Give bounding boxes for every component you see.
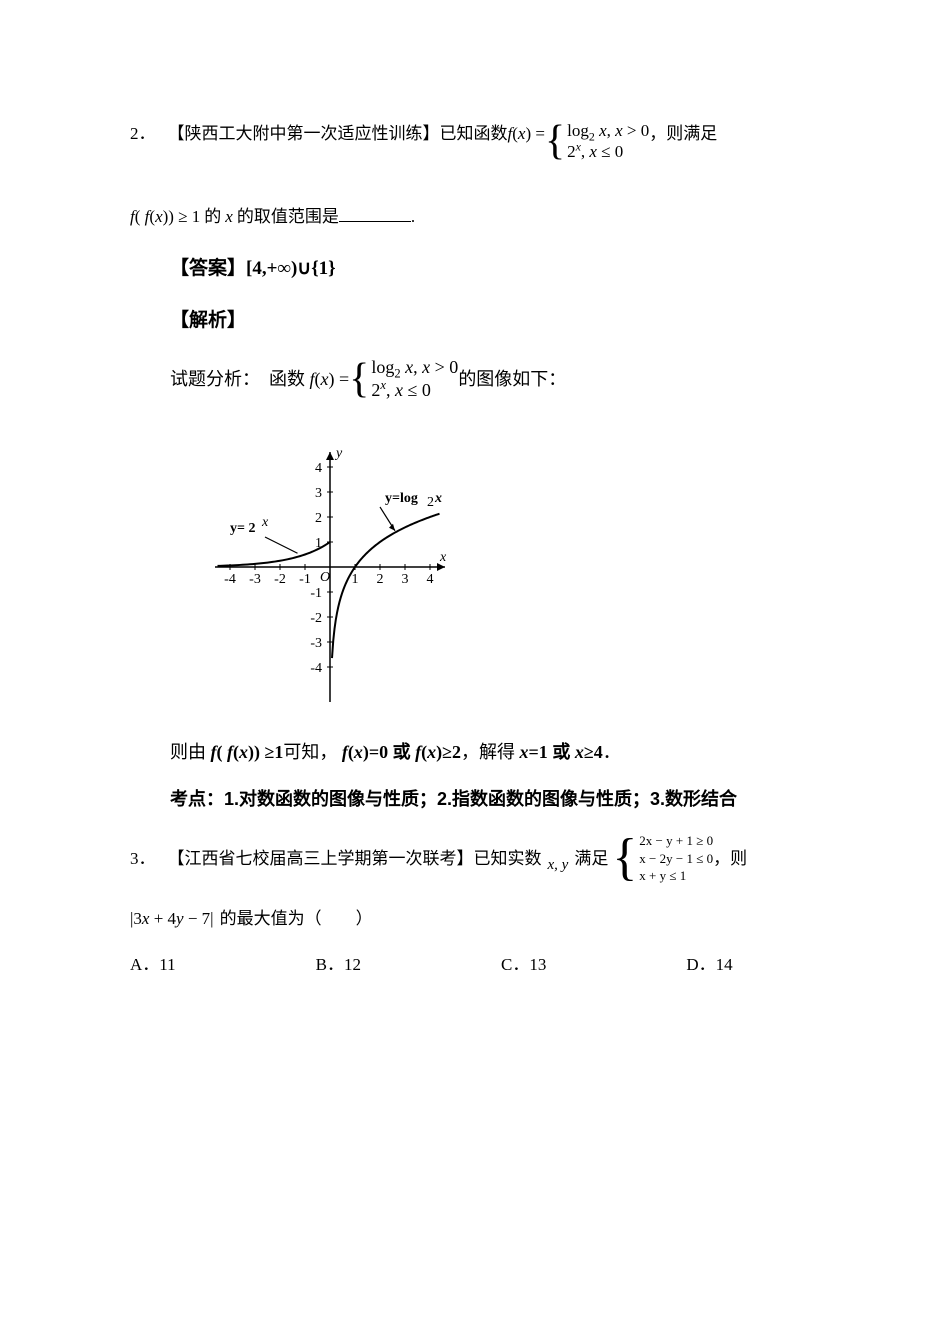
svg-text:-4: -4 [224, 572, 236, 587]
option-d: D．14 [686, 950, 732, 975]
q2-number: 2． [130, 120, 156, 147]
q2-fx: f(x) = [508, 120, 545, 147]
an-fx: f(x) = [305, 365, 349, 394]
svg-text:-3: -3 [249, 572, 261, 587]
c-end: ． [603, 738, 621, 767]
kaodian-text: 考点：1.对数函数的图像与性质；2.指数函数的图像与性质；3.数形结合 [170, 785, 737, 814]
analysis-label-row: 【解析】 [170, 306, 860, 336]
option-b: B．12 [316, 950, 361, 975]
c-m4: ，解得 [461, 738, 515, 767]
q3-options: A．11 B．12 C．13 D．14 [130, 950, 860, 975]
sys-l2t: x − 2y − 1 ≤ 0 [639, 851, 713, 866]
case2: 2x, x ≤ 0 [567, 141, 649, 162]
svg-text:O: O [320, 570, 330, 585]
q3-number: 3． [130, 845, 156, 872]
analysis-label: 【解析】 [170, 306, 246, 336]
c-m2: 可知， [283, 738, 337, 767]
q3-line1: 3． 【江西省七校届高三上学期第一次联考】已知实数 x, y 满足 { 2x −… [130, 832, 860, 885]
svg-text:-1: -1 [299, 572, 311, 587]
case1: log2 x, x > 0 [567, 120, 649, 141]
c-m1: f( f(x)) ≥1 [206, 738, 283, 767]
svg-text:x: x [261, 515, 269, 530]
brace-icon: { [545, 120, 565, 162]
an-cases: log2 x, x > 0 2x, x ≤ 0 [371, 356, 458, 401]
answer-value: [4,+∞)∪{1} [246, 254, 336, 284]
sys-l1: 2x − y + 1 ≥ 0 [639, 832, 713, 850]
q3-tail: ，则 [713, 845, 747, 872]
svg-text:y: y [334, 446, 343, 461]
an-post: 的图像如下： [458, 365, 566, 394]
conclusion: 则由 f( f(x)) ≥1 可知， f(x)=0 或 f(x)≥2 ，解得 x… [170, 738, 860, 767]
svg-text:2: 2 [427, 495, 434, 510]
c-m5: x=1 或 x≥4 [515, 738, 603, 767]
an-case2: 2x, x ≤ 0 [371, 379, 458, 402]
q2-de1: 的 [204, 203, 221, 230]
svg-text:2: 2 [315, 511, 322, 526]
blank-line [339, 204, 411, 222]
q2-piecewise: { log2 x, x > 0 2x, x ≤ 0 [545, 120, 649, 163]
graph-svg: -4-3-2-11234-4-3-2-11234Oyxy= 2xy=log2 x [170, 417, 510, 717]
svg-text:1: 1 [352, 572, 359, 587]
q2-end: . [411, 203, 415, 230]
sys-l2: x − 2y − 1 ≤ 0 [639, 850, 713, 868]
svg-text:3: 3 [315, 486, 322, 501]
svg-text:-2: -2 [310, 611, 322, 626]
svg-text:4: 4 [315, 461, 322, 476]
option-c: C．13 [501, 950, 546, 975]
an-case1: log2 x, x > 0 [371, 356, 458, 379]
svg-text:y=log: y=log [385, 491, 418, 506]
q2-line1: 2． 【陕西工大附中第一次适应性训练】已知函数 f(x) = { log2 x,… [130, 120, 860, 163]
answer-label: 【答案】 [170, 254, 246, 284]
graph: -4-3-2-11234-4-3-2-11234Oyxy= 2xy=log2 x [170, 417, 860, 722]
answer-block: 【答案】 [4,+∞)∪{1} 【解析】 试题分析： 函数 f(x) = { l… [170, 254, 860, 402]
sys-l3t: x + y ≤ 1 [639, 868, 686, 883]
svg-text:-1: -1 [310, 586, 322, 601]
svg-text:x: x [439, 550, 447, 565]
svg-text:x: x [434, 491, 442, 506]
q3-vars: x, y [548, 853, 569, 877]
brace-icon-2: { [349, 358, 369, 400]
svg-text:4: 4 [427, 572, 434, 587]
svg-text:-2: -2 [274, 572, 286, 587]
sys-l3: x + y ≤ 1 [639, 867, 713, 885]
q3-line2: |3x + 4y − 7| 的最大值为（ ） [130, 905, 860, 932]
svg-text:y= 2: y= 2 [230, 521, 255, 536]
an-pre: 试题分析： 函数 [170, 365, 305, 394]
kaodian: 考点：1.对数函数的图像与性质；2.指数函数的图像与性质；3.数形结合 [170, 785, 860, 814]
q2-line2: f( f(x)) ≥ 1 的 x 的取值范围是 . [130, 203, 860, 230]
c-pre: 则由 [170, 738, 206, 767]
answer-row: 【答案】 [4,+∞)∪{1} [170, 254, 860, 284]
q2-source: 【陕西工大附中第一次适应性训练】已知函数 [168, 120, 508, 147]
svg-text:-3: -3 [310, 636, 322, 651]
brace-icon-3: { [612, 832, 637, 884]
q3-source: 【江西省七校届高三上学期第一次联考】已知实数 [168, 845, 542, 872]
svg-text:-4: -4 [310, 661, 322, 676]
c-m3: f(x)=0 或 f(x)≥2 [337, 738, 461, 767]
q2-ffx: f( f(x)) ≥ 1 [130, 203, 200, 230]
q3-vars-stack: x, y [548, 839, 569, 877]
q3-cases: 2x − y + 1 ≥ 0 x − 2y − 1 ≤ 0 x + y ≤ 1 [639, 832, 713, 885]
q3-expr: |3x + 4y − 7| [130, 905, 214, 932]
q2-post: 的取值范围是 [237, 203, 339, 230]
q2-cases: log2 x, x > 0 2x, x ≤ 0 [567, 120, 649, 163]
an-piecewise: { log2 x, x > 0 2x, x ≤ 0 [349, 356, 458, 401]
analysis-line1: 试题分析： 函数 f(x) = { log2 x, x > 0 2x, x ≤ … [170, 356, 860, 401]
q2-x: x [225, 203, 233, 230]
q3-system: { 2x − y + 1 ≥ 0 x − 2y − 1 ≤ 0 x + y ≤ … [612, 832, 713, 885]
svg-text:2: 2 [377, 572, 384, 587]
option-a: A．11 [130, 950, 176, 975]
q3-post: 的最大值为（ ） [220, 905, 373, 932]
q3-mid: 满足 [574, 845, 608, 872]
sys-l1t: 2x − y + 1 ≥ 0 [639, 833, 713, 848]
q2-tail: ，则满足 [649, 120, 717, 147]
svg-text:3: 3 [402, 572, 409, 587]
